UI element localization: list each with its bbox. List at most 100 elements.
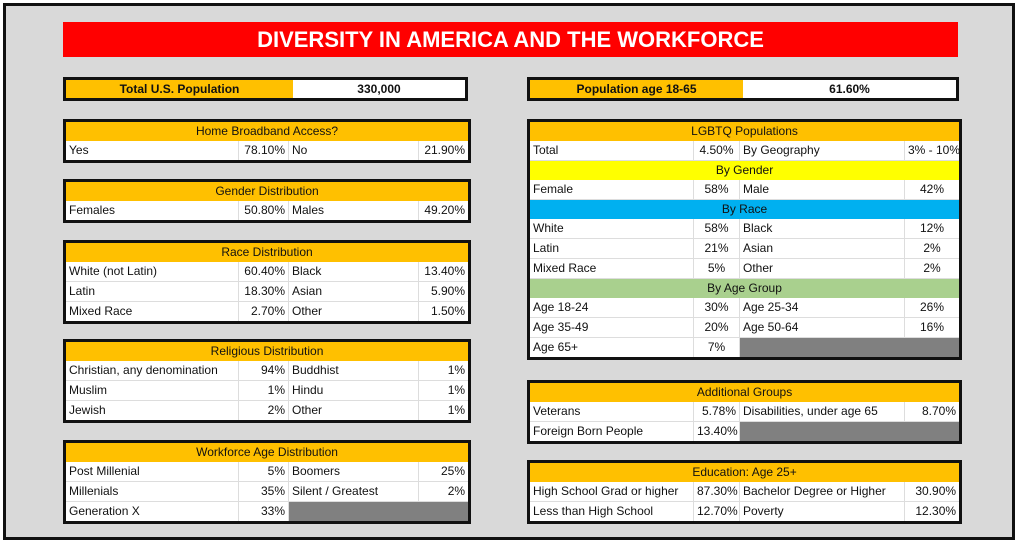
value-cell: 12%	[904, 219, 962, 239]
label-cell: Males	[288, 201, 419, 222]
value-cell: 87.30%	[693, 482, 740, 502]
value-cell: 4.50%	[693, 141, 740, 161]
value-cell: 78.10%	[238, 141, 289, 162]
value-cell: 5%	[693, 258, 740, 279]
label-cell: Post Millenial	[64, 462, 239, 482]
value-cell: 12.70%	[693, 501, 740, 523]
total-population-label: Total U.S. Population	[66, 80, 293, 98]
education-table: Education: Age 25+ High School Grad or hi…	[527, 460, 963, 524]
value-cell: 21.90%	[418, 141, 471, 162]
label-cell: White (not Latin)	[64, 262, 239, 282]
value-cell: 1%	[418, 400, 471, 422]
label-cell: White	[528, 219, 694, 239]
label-cell: Female	[528, 180, 694, 200]
table-row: White 58% Black 12%	[528, 219, 962, 239]
label-cell: Buddhist	[288, 361, 419, 381]
table-row: Latin 21% Asian 2%	[528, 238, 962, 259]
table-row: Total 4.50% By Geography 3% - 10%	[528, 141, 962, 161]
label-cell: Latin	[528, 238, 694, 259]
label-cell: Boomers	[288, 462, 419, 482]
value-cell: 30.90%	[904, 482, 962, 502]
table-row: Female 58% Male 42%	[528, 180, 962, 200]
empty-cell	[739, 421, 961, 443]
label-cell: Latin	[64, 281, 239, 302]
additional-table: Additional Groups Veterans 5.78% Disabiliti…	[527, 380, 963, 444]
population-18-65-label: Population age 18-65	[530, 80, 743, 98]
label-cell: Age 65+	[528, 337, 694, 359]
label-cell: Black	[288, 262, 419, 282]
value-cell: 7%	[693, 337, 740, 359]
label-cell: Millenials	[64, 481, 239, 502]
population-18-65-value: 61.60%	[743, 80, 956, 98]
label-cell: Bachelor Degree or Higher	[739, 482, 905, 502]
label-cell: Other	[288, 400, 419, 422]
table-header-row: Religious Distribution	[64, 340, 470, 361]
table-row: Generation X 33%	[64, 501, 470, 523]
page-title: DIVERSITY IN AMERICA AND THE WORKFORCE	[63, 22, 958, 57]
label-cell: Mixed Race	[64, 301, 239, 323]
label-cell: Poverty	[739, 501, 905, 523]
value-cell: 2%	[418, 481, 471, 502]
label-cell: Generation X	[64, 501, 239, 523]
table-row: Veterans 5.78% Disabilities, under age 65 8…	[528, 402, 962, 422]
value-cell: 35%	[238, 481, 289, 502]
label-cell: Other	[739, 258, 905, 279]
label-cell: Females	[64, 201, 239, 222]
table-row: Mixed Race 5% Other 2%	[528, 258, 962, 279]
table-row: Muslim 1% Hindu 1%	[64, 380, 471, 401]
label-cell: Total	[528, 141, 694, 161]
label-cell: Mixed Race	[528, 258, 694, 279]
additional-header: Additional Groups	[528, 381, 961, 402]
total-population-box: Total U.S. Population 330,000	[63, 77, 468, 101]
table-row: Age 18-24 30% Age 25-34 26%	[528, 298, 962, 318]
table-row: Yes 78.10% No 21.90%	[64, 141, 471, 162]
label-cell: Male	[739, 180, 905, 200]
value-cell: 18.30%	[238, 281, 289, 302]
table-row: Post Millenial 5% Boomers 25%	[64, 462, 471, 482]
value-cell: 8.70%	[904, 402, 962, 422]
table-row: Age 35-49 20% Age 50-64 16%	[528, 317, 962, 338]
race-header: Race Distribution	[64, 241, 470, 262]
table-header-row: Gender Distribution	[64, 180, 470, 201]
value-cell: 5.78%	[693, 402, 740, 422]
education-header: Education: Age 25+	[528, 461, 961, 482]
label-cell: Jewish	[64, 400, 239, 422]
value-cell: 3% - 10%	[904, 141, 962, 161]
broadband-header: Home Broadband Access?	[64, 120, 470, 141]
label-cell: Christian, any denomination	[64, 361, 239, 381]
table-row: Jewish 2% Other 1%	[64, 400, 471, 422]
label-cell: Less than High School	[528, 501, 694, 523]
subheader-by-gender: By Gender	[528, 160, 961, 180]
religion-table: Religious Distribution Christian, any den…	[63, 339, 472, 423]
value-cell: 2%	[238, 400, 289, 422]
value-cell: 1%	[418, 380, 471, 401]
religion-header: Religious Distribution	[64, 340, 470, 361]
race-table: Race Distribution White (not Latin) 60.40%…	[63, 240, 471, 324]
label-cell: Age 50-64	[739, 317, 905, 338]
value-cell: 25%	[418, 462, 471, 482]
table-row: Females 50.80% Males 49.20%	[64, 201, 471, 222]
lgbtq-table: LGBTQ Populations Total 4.50% By Geography 3…	[527, 119, 963, 360]
label-cell: Age 25-34	[739, 298, 905, 318]
value-cell: 1.50%	[418, 301, 470, 323]
table-header-row: LGBTQ Populations	[528, 120, 961, 141]
value-cell: 1%	[418, 361, 471, 381]
label-cell: Foreign Born People	[528, 421, 694, 443]
table-row: High School Grad or higher 87.30% Bachelor…	[528, 482, 962, 502]
label-cell: No	[288, 141, 419, 162]
label-cell: Yes	[64, 141, 239, 162]
empty-cell	[739, 337, 961, 359]
subheader-by-race: By Race	[528, 199, 961, 219]
table-row: White (not Latin) 60.40% Black 13.40%	[64, 262, 470, 282]
value-cell: 13.40%	[418, 262, 470, 282]
value-cell: 58%	[693, 219, 740, 239]
value-cell: 2%	[904, 238, 962, 259]
value-cell: 16%	[904, 317, 962, 338]
table-row: Christian, any denomination 94% Buddhist 1%	[64, 361, 471, 381]
gender-table: Gender Distribution Females 50.80% Males 49.…	[63, 179, 472, 223]
lgbtq-header: LGBTQ Populations	[528, 120, 961, 141]
value-cell: 5%	[238, 462, 289, 482]
broadband-table: Home Broadband Access? Yes 78.10% No 21.90%	[63, 119, 472, 163]
value-cell: 20%	[693, 317, 740, 338]
label-cell: Black	[739, 219, 905, 239]
